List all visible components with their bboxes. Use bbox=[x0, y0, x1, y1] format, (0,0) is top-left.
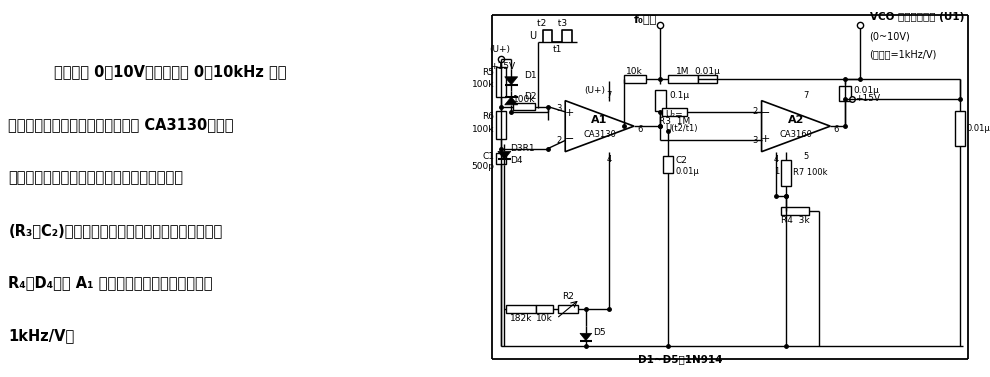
Text: +: + bbox=[564, 109, 574, 118]
Text: 7: 7 bbox=[607, 91, 612, 100]
Text: 1kHz/V。: 1kHz/V。 bbox=[9, 328, 74, 343]
Text: +15V: +15V bbox=[854, 94, 880, 103]
Text: +15V: +15V bbox=[490, 62, 515, 71]
Bar bbox=[497, 153, 506, 164]
Text: (0~10V): (0~10V) bbox=[869, 32, 911, 42]
Text: 10k: 10k bbox=[537, 314, 553, 323]
Text: 100k: 100k bbox=[472, 80, 495, 89]
Text: −: − bbox=[564, 134, 574, 144]
Polygon shape bbox=[505, 97, 518, 105]
Text: 7: 7 bbox=[803, 91, 809, 100]
Text: 0.01μ: 0.01μ bbox=[853, 86, 880, 95]
Text: (R₃、C₂)加到比较器的同相输入端，比较器输出经: (R₃、C₂)加到比较器的同相输入端，比较器输出经 bbox=[9, 223, 223, 238]
Text: R5: R5 bbox=[482, 67, 495, 77]
Bar bbox=[781, 207, 809, 215]
Bar bbox=[558, 305, 578, 313]
Text: R2: R2 bbox=[562, 291, 574, 300]
Text: R3  1M: R3 1M bbox=[659, 117, 690, 126]
Text: 2: 2 bbox=[752, 107, 757, 116]
Bar bbox=[624, 75, 645, 83]
Text: 0.01μ: 0.01μ bbox=[695, 67, 721, 76]
Text: 0.1μ: 0.1μ bbox=[669, 91, 689, 100]
Text: R4  3k: R4 3k bbox=[781, 216, 809, 225]
Text: 0.01μ: 0.01μ bbox=[675, 167, 699, 176]
Text: t1: t1 bbox=[552, 45, 562, 54]
Text: (U+): (U+) bbox=[584, 86, 605, 95]
Text: D3R1: D3R1 bbox=[510, 144, 535, 153]
Text: 4: 4 bbox=[607, 155, 612, 164]
Text: 2: 2 bbox=[556, 136, 561, 146]
Text: 1: 1 bbox=[773, 167, 779, 176]
Bar bbox=[513, 103, 535, 110]
Text: 100k: 100k bbox=[472, 125, 495, 133]
Text: D2: D2 bbox=[524, 92, 537, 101]
Text: 3: 3 bbox=[752, 136, 757, 146]
Bar bbox=[781, 159, 791, 186]
Bar bbox=[497, 67, 506, 97]
Text: U₂=: U₂= bbox=[665, 110, 683, 119]
Text: C1: C1 bbox=[482, 152, 495, 161]
Text: D4: D4 bbox=[510, 156, 523, 165]
Text: CA3160: CA3160 bbox=[779, 130, 813, 138]
Text: CA3130: CA3130 bbox=[583, 130, 616, 138]
Text: D1~D5：1N914: D1~D5：1N914 bbox=[639, 354, 723, 364]
Text: +: + bbox=[760, 134, 770, 144]
Text: 控制电压 0～10V，振荡频率 0～10kHz 的压: 控制电压 0～10V，振荡频率 0～10kHz 的压 bbox=[54, 64, 287, 80]
Bar bbox=[698, 75, 718, 83]
Text: 6: 6 bbox=[637, 125, 643, 133]
Text: U(t2/t1): U(t2/t1) bbox=[665, 124, 698, 133]
Bar bbox=[497, 112, 506, 139]
Bar bbox=[668, 75, 698, 83]
Text: (灵敏度=1kHz/V): (灵敏度=1kHz/V) bbox=[869, 49, 937, 60]
Text: t2    t3: t2 t3 bbox=[538, 18, 567, 28]
Text: 1M: 1M bbox=[676, 67, 690, 76]
Polygon shape bbox=[505, 77, 518, 85]
Text: 恒定幅度和宽度的脉冲。输出电压经积分电路: 恒定幅度和宽度的脉冲。输出电压经积分电路 bbox=[9, 170, 183, 185]
Text: (U+): (U+) bbox=[490, 45, 511, 54]
Text: D5: D5 bbox=[593, 328, 605, 337]
Text: 3: 3 bbox=[556, 104, 561, 113]
Text: 6: 6 bbox=[834, 125, 839, 133]
Text: −: − bbox=[760, 109, 770, 118]
Text: 10k: 10k bbox=[626, 67, 643, 76]
Text: 控振荡器　此电路采用多谐振荡器 CA3130，产生: 控振荡器 此电路采用多谐振荡器 CA3130，产生 bbox=[9, 117, 234, 132]
Bar bbox=[536, 305, 553, 313]
Bar bbox=[654, 90, 666, 112]
Text: R7 100k: R7 100k bbox=[793, 168, 828, 177]
Text: U: U bbox=[529, 31, 536, 41]
Polygon shape bbox=[498, 152, 511, 159]
Bar bbox=[662, 108, 687, 116]
Text: VCO 控制电压输入 (U1): VCO 控制电压输入 (U1) bbox=[869, 12, 964, 22]
Polygon shape bbox=[580, 333, 592, 340]
Bar bbox=[840, 86, 851, 101]
Text: f₀输出: f₀输出 bbox=[634, 14, 657, 24]
Bar bbox=[955, 112, 965, 146]
Text: A2: A2 bbox=[788, 115, 804, 125]
Text: 4: 4 bbox=[773, 155, 779, 164]
Text: 5: 5 bbox=[803, 152, 809, 161]
Text: 182k: 182k bbox=[510, 314, 533, 323]
Text: 0.01μ: 0.01μ bbox=[967, 124, 990, 133]
Text: R₄、D₄馈至 A₁ 的反相输入端。转换灵敏度为: R₄、D₄馈至 A₁ 的反相输入端。转换灵敏度为 bbox=[9, 275, 213, 290]
Text: 500p: 500p bbox=[471, 162, 495, 171]
Text: R6: R6 bbox=[482, 112, 495, 121]
Text: A1: A1 bbox=[591, 115, 608, 125]
Text: D1: D1 bbox=[524, 70, 537, 80]
Bar bbox=[506, 305, 536, 313]
Bar bbox=[663, 156, 673, 173]
Text: 100k: 100k bbox=[513, 95, 536, 104]
Text: C2: C2 bbox=[675, 156, 687, 165]
